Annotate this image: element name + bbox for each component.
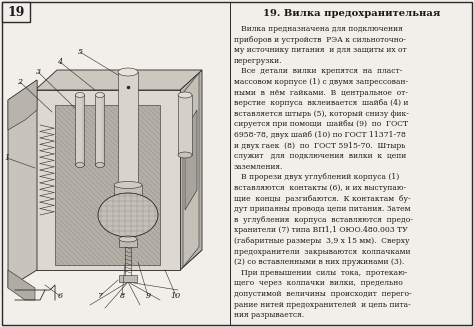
Text: 8: 8	[119, 292, 125, 300]
Text: 19: 19	[7, 6, 25, 19]
Text: (2) со вставленными в них пружинами (3).: (2) со вставленными в них пружинами (3).	[234, 258, 404, 266]
Text: щие  концы  разгибаются.  К контактам  бу-: щие концы разгибаются. К контактам бу-	[234, 195, 410, 203]
Bar	[119, 275, 137, 282]
Bar	[75, 95, 84, 165]
Text: заземления.: заземления.	[234, 163, 283, 171]
Text: 7: 7	[98, 292, 102, 300]
Text: 6: 6	[57, 292, 63, 300]
Ellipse shape	[178, 152, 192, 158]
Text: хранители (7) типа ВП1,1 ОЮО.480.003 ТУ: хранители (7) типа ВП1,1 ОЮО.480.003 ТУ	[234, 226, 408, 234]
Text: 10: 10	[171, 292, 181, 300]
Polygon shape	[35, 90, 180, 270]
Text: перегрузки.: перегрузки.	[234, 57, 283, 65]
Ellipse shape	[114, 181, 142, 188]
Ellipse shape	[95, 163, 104, 167]
Text: ния разрывается.: ния разрывается.	[234, 311, 304, 319]
Bar	[119, 239, 137, 247]
Text: (габаритные размеры  3,9 x 15 мм).  Сверху: (габаритные размеры 3,9 x 15 мм). Сверху	[234, 237, 410, 245]
Text: 2: 2	[18, 78, 23, 86]
Text: в  углубления  корпуса  вставляются  предо-: в углубления корпуса вставляются предо-	[234, 216, 413, 224]
Ellipse shape	[118, 68, 138, 76]
Ellipse shape	[75, 163, 84, 167]
Text: 3: 3	[36, 68, 41, 76]
Polygon shape	[8, 80, 37, 288]
Text: массовом корпусе (1) с двумя запрессован-: массовом корпусе (1) с двумя запрессован…	[234, 78, 408, 86]
Text: верстие  корпуса  вклеивается  шайба (4) и: верстие корпуса вклеивается шайба (4) и	[234, 99, 409, 107]
Text: служит   для  подключения  вилки  к  цепи: служит для подключения вилки к цепи	[234, 152, 406, 160]
Polygon shape	[8, 80, 37, 130]
Text: 19. Вилка предохранительная: 19. Вилка предохранительная	[264, 9, 441, 18]
Text: щего  через  колпачки  вилки,  предельно: щего через колпачки вилки, предельно	[234, 279, 403, 287]
Text: сируется при помощи  шайбы (9)  по  ГОСТ: сируется при помощи шайбы (9) по ГОСТ	[234, 120, 408, 129]
Text: предохранители  закрываются  колпачками: предохранители закрываются колпачками	[234, 248, 410, 256]
Text: При превышении  силы  тока,  протекаю-: При превышении силы тока, протекаю-	[234, 269, 407, 277]
Polygon shape	[180, 70, 202, 270]
Polygon shape	[55, 105, 160, 265]
Ellipse shape	[178, 92, 192, 98]
Text: и двух гаек  (8)  по  ГОСТ 5915-70.  Штырь: и двух гаек (8) по ГОСТ 5915-70. Штырь	[234, 142, 405, 149]
Text: 6958-78, двух шайб (10) по ГОСТ 11371-78: 6958-78, двух шайб (10) по ГОСТ 11371-78	[234, 131, 406, 139]
Text: му источнику питания  и для защиты их от: му источнику питания и для защиты их от	[234, 46, 407, 54]
Ellipse shape	[95, 93, 104, 97]
Text: вставляется штырь (5), который снизу фик-: вставляется штырь (5), который снизу фик…	[234, 110, 409, 118]
Text: рание нитей предохранителей  и цепь пита-: рание нитей предохранителей и цепь пита-	[234, 301, 411, 309]
Bar	[118, 72, 138, 185]
Bar	[95, 95, 104, 165]
Polygon shape	[8, 270, 35, 300]
Ellipse shape	[98, 193, 158, 237]
Text: 5: 5	[77, 48, 82, 56]
Text: дут припаяны провода цепи питания. Затем: дут припаяны провода цепи питания. Затем	[234, 205, 410, 213]
Bar	[114, 185, 142, 195]
Text: Все  детали  вилки  крепятся  на  пласт-: Все детали вилки крепятся на пласт-	[234, 67, 402, 76]
Ellipse shape	[75, 93, 84, 97]
Bar	[2, 2, 30, 22]
Text: 4: 4	[57, 58, 63, 66]
Text: 1: 1	[4, 154, 9, 162]
Text: 9: 9	[146, 292, 151, 300]
Bar	[178, 95, 192, 155]
Polygon shape	[35, 70, 202, 90]
Text: Вилка предназначена для подключения: Вилка предназначена для подключения	[234, 25, 403, 33]
Text: ными  в  нём  гайками.  В  центральное  от-: ными в нём гайками. В центральное от-	[234, 89, 408, 96]
Text: вставляются  контакты (6), и их выступаю-: вставляются контакты (6), и их выступаю-	[234, 184, 406, 192]
Polygon shape	[185, 110, 197, 210]
Ellipse shape	[119, 236, 137, 242]
Polygon shape	[183, 73, 199, 267]
Text: В прорези двух углублений корпуса (1): В прорези двух углублений корпуса (1)	[234, 173, 399, 181]
Text: приборов и устройств  РЭА к сильноточно-: приборов и устройств РЭА к сильноточно-	[234, 36, 406, 43]
Text: допустимой  величины  происходит  перего-: допустимой величины происходит перего-	[234, 290, 411, 298]
Polygon shape	[35, 250, 202, 270]
